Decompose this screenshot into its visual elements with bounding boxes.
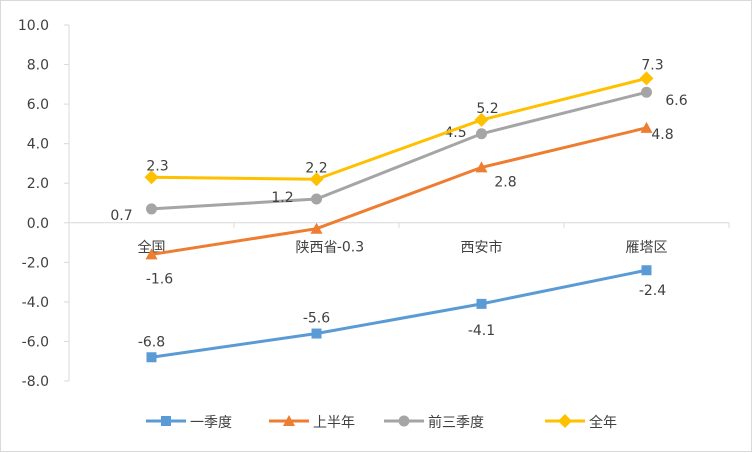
legend-label: 上半年 [313,415,355,431]
x-tick-label: 雁塔区 [626,240,668,256]
y-tick-label: 6.0 [27,97,49,113]
y-tick-label: 4.0 [27,137,49,153]
circle-marker [311,193,322,205]
square-marker [146,352,157,363]
legend-label: 一季度 [190,415,232,431]
square-marker [641,265,652,276]
data-label: -5.6 [303,311,330,327]
series-line-2 [151,90,647,211]
series-line-0 [151,268,647,359]
data-label: 4.8 [651,127,673,143]
y-tick-label: -6.0 [22,334,49,350]
data-label: -6.8 [138,334,165,350]
data-label: -2.4 [639,283,666,299]
triangle-marker [283,415,295,426]
data-label: 6.6 [665,93,687,109]
diamond-marker [639,71,654,86]
data-label: -4.1 [468,323,495,339]
y-tick-label: -2.0 [22,255,49,271]
y-tick-label: 2.0 [27,176,49,192]
data-label: 5.2 [476,101,498,117]
circle-marker [641,86,652,98]
y-tick-label: 8.0 [27,58,49,74]
data-label: 1.2 [271,190,293,206]
x-tick-label: 全国 [138,239,166,256]
data-label: 2.8 [494,174,516,190]
triangle-marker [475,161,488,173]
diamond-marker [309,172,324,187]
y-tick-label: -4.0 [22,295,49,311]
x-tick-label: 陕西省 [296,240,338,256]
data-label: 0.7 [110,208,132,224]
series-line-1 [151,126,647,256]
series-line-3 [151,76,647,181]
data-label: -0.3 [337,240,364,256]
legend-label: 前三季度 [428,414,484,431]
triangle-marker [145,248,158,260]
x-tick-label: 西安市 [461,239,503,256]
y-tick-label: 10.0 [18,18,49,34]
circle-marker [476,128,487,140]
diamond-marker [144,170,159,185]
diamond-marker [558,414,572,428]
legend-label: 全年 [589,414,617,431]
circle-marker [146,203,157,215]
triangle-marker [640,121,653,133]
data-label: 7.3 [641,57,663,73]
square-marker [476,298,487,309]
square-marker [311,328,322,339]
diamond-marker [474,112,489,127]
circle-marker [398,415,410,427]
data-label: -1.6 [146,271,173,287]
square-marker [161,416,171,426]
triangle-marker [310,222,323,234]
y-tick-label: 0.0 [27,216,49,232]
data-label: 2.3 [146,158,168,174]
data-label: 2.2 [305,160,327,176]
y-tick-label: -8.0 [22,374,49,390]
